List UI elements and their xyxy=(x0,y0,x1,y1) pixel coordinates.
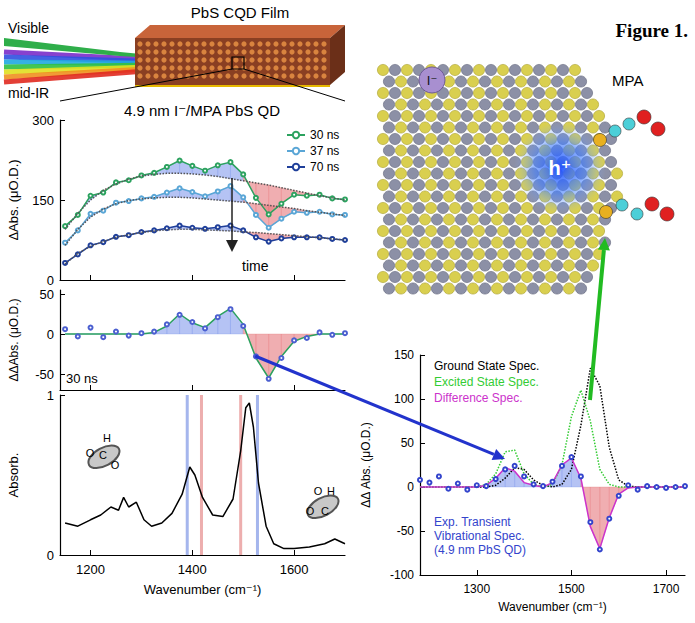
svg-text:30 ns: 30 ns xyxy=(66,371,98,386)
svg-text:Figure 1.: Figure 1. xyxy=(616,20,688,41)
svg-text:h⁺: h⁺ xyxy=(549,157,572,179)
svg-text:(4.9 nm PbS QD): (4.9 nm PbS QD) xyxy=(434,543,526,557)
svg-text:-100: -100 xyxy=(390,568,414,582)
svg-text:PbS CQD Film: PbS CQD Film xyxy=(191,4,289,21)
svg-text:1400: 1400 xyxy=(178,562,207,577)
svg-text:Exp. Transient: Exp. Transient xyxy=(434,515,511,529)
svg-text:30 ns: 30 ns xyxy=(310,128,339,142)
svg-text:0: 0 xyxy=(47,327,54,342)
svg-text:0: 0 xyxy=(407,480,414,494)
svg-text:1500: 1500 xyxy=(558,582,585,596)
svg-text:O: O xyxy=(86,447,95,459)
svg-text:-50: -50 xyxy=(35,367,54,382)
svg-text:time: time xyxy=(242,258,269,274)
svg-text:4.9 nm I⁻/MPA PbS QD: 4.9 nm I⁻/MPA PbS QD xyxy=(124,102,280,119)
svg-text:1: 1 xyxy=(47,388,54,403)
svg-text:Ground State Spec.: Ground State Spec. xyxy=(434,359,539,373)
svg-text:150: 150 xyxy=(32,193,54,208)
svg-text:Difference Spec.: Difference Spec. xyxy=(434,391,523,405)
svg-text:1200: 1200 xyxy=(76,562,105,577)
svg-text:Wavenumber (cm⁻¹): Wavenumber (cm⁻¹) xyxy=(498,600,607,614)
svg-text:H: H xyxy=(327,485,335,497)
svg-text:0: 0 xyxy=(47,548,54,563)
svg-text:H: H xyxy=(103,432,111,444)
svg-text:1300: 1300 xyxy=(463,582,490,596)
svg-text:Wavenumber (cm⁻¹): Wavenumber (cm⁻¹) xyxy=(144,582,262,597)
svg-text:1700: 1700 xyxy=(653,582,680,596)
svg-text:C: C xyxy=(99,449,107,461)
svg-text:C: C xyxy=(321,505,329,517)
svg-text:O: O xyxy=(306,505,315,517)
svg-text:50: 50 xyxy=(401,436,415,450)
svg-text:ΔΔ Abs. (μO.D.): ΔΔ Abs. (μO.D.) xyxy=(359,422,373,508)
svg-text:1600: 1600 xyxy=(280,562,309,577)
svg-text:70 ns: 70 ns xyxy=(310,160,339,174)
svg-text:-50: -50 xyxy=(397,524,415,538)
svg-text:O: O xyxy=(314,485,323,497)
svg-text:ΔΔAbs. (μO.D.): ΔΔAbs. (μO.D.) xyxy=(7,299,21,382)
svg-text:150: 150 xyxy=(394,348,414,362)
svg-text:300: 300 xyxy=(32,113,54,128)
svg-text:Vibrational Spec.: Vibrational Spec. xyxy=(434,529,525,543)
svg-text:ΔAbs. (μO.D.): ΔAbs. (μO.D.) xyxy=(6,159,21,240)
svg-text:50: 50 xyxy=(40,287,54,302)
svg-text:MPA: MPA xyxy=(612,72,643,89)
svg-text:Excited State Spec.: Excited State Spec. xyxy=(434,375,539,389)
svg-text:Visible: Visible xyxy=(8,20,49,36)
svg-text:mid-IR: mid-IR xyxy=(8,85,49,101)
svg-text:0: 0 xyxy=(47,273,54,288)
svg-text:100: 100 xyxy=(394,392,414,406)
svg-text:37 ns: 37 ns xyxy=(310,144,339,158)
svg-text:I⁻: I⁻ xyxy=(427,73,437,88)
svg-text:O: O xyxy=(111,459,120,471)
svg-text:Absorb.: Absorb. xyxy=(6,453,21,498)
